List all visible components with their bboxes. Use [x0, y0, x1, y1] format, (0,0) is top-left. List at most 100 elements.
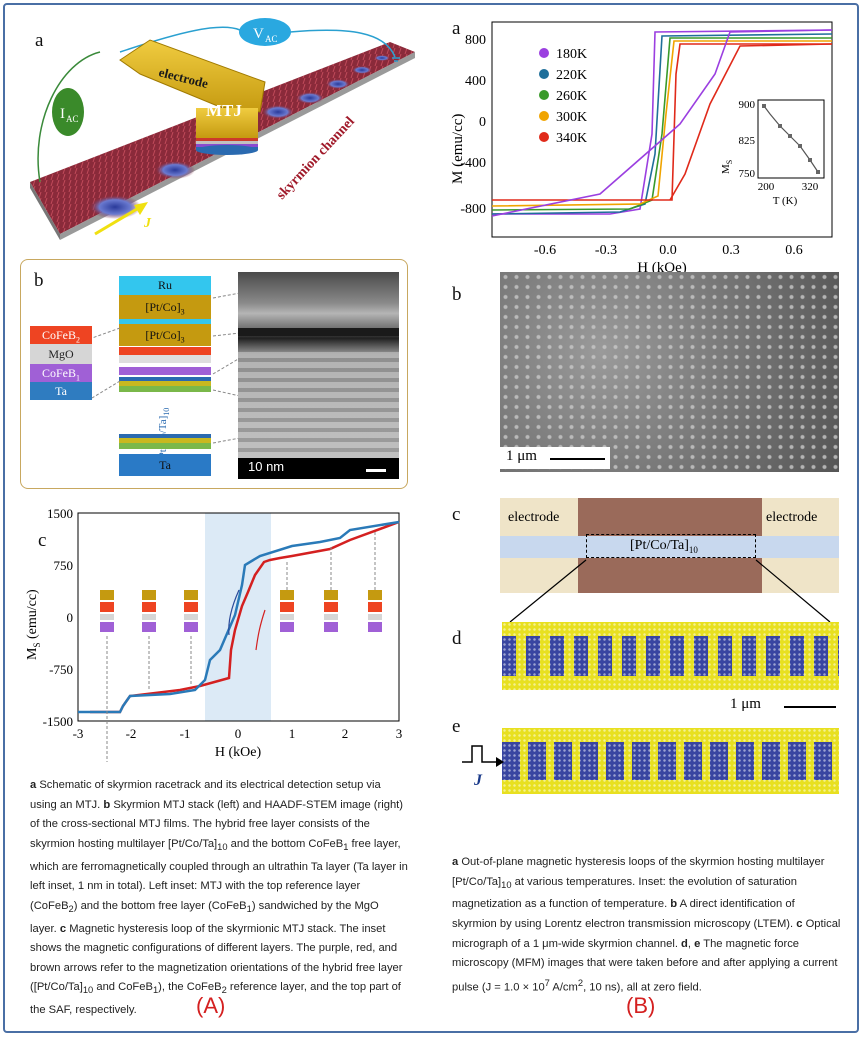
svg-text:750: 750 [739, 168, 756, 180]
legend: 180K 220K 260K 300K 340K [539, 47, 587, 146]
xtick: -3 [73, 726, 84, 741]
xtick: -2 [126, 726, 137, 741]
curve-300K [491, 40, 832, 207]
skyrmion [374, 55, 390, 61]
inset-ta: Ta [30, 382, 92, 400]
svg-text:320: 320 [802, 181, 819, 193]
figure-label-A: (A) [196, 993, 226, 1018]
caption-right: a Out-of-plane magnetic hysteresis loops… [452, 856, 841, 994]
channel-label: [Pt/Co/Ta]10 [630, 538, 698, 555]
ltem-scalebar [550, 458, 605, 460]
curve-180K [492, 29, 833, 215]
y-axis-label: MS (emu/cc) [25, 589, 42, 660]
xtick: -0.6 [534, 243, 556, 258]
legend-340K: 340K [556, 131, 587, 146]
xtick: 0.3 [722, 243, 740, 258]
stem-scalebar [366, 469, 386, 472]
xtick: 0.0 [659, 243, 677, 258]
layer-ptco-1: [Pt/Co]3 [119, 295, 211, 319]
zoom-lines [509, 559, 831, 623]
figure-label-B: (B) [626, 993, 656, 1018]
curve-340K-return [669, 43, 833, 201]
current-arrow [94, 204, 143, 236]
panel-label-b-b: b [452, 284, 462, 305]
electrode [119, 39, 266, 113]
xtick: 1 [289, 726, 296, 741]
skyrmion [326, 79, 350, 89]
figure-frame [3, 3, 859, 1033]
panel-label-b-c: c [452, 504, 461, 525]
current-pulse-icon [462, 745, 504, 767]
xtick: 0 [235, 726, 242, 741]
legend-260K: 260K [556, 89, 587, 104]
vac-bubble [239, 18, 291, 46]
xtick: 2 [342, 726, 349, 741]
panel-label-a: a [35, 30, 44, 51]
iac-wire [37, 51, 101, 183]
skyrmion [296, 92, 324, 104]
ltem-image: 1 μm [500, 272, 839, 472]
svg-text:T (K): T (K) [773, 195, 798, 207]
curve-260K [491, 37, 832, 211]
skyrmion-racetrack-schematic: V AC I AC electrode MTJ skyrmion channel… [30, 18, 415, 240]
curve-220K [491, 33, 833, 215]
temperature-hysteresis-chart: 800 400 0 -400 -800 -0.6 -0.3 0.0 0.3 0.… [450, 21, 833, 276]
panel-label-b-a: a [452, 18, 461, 39]
mtj-pillar [196, 108, 258, 138]
mtj-inset-stack: CoFeB2 MgO CoFeB1 Ta [30, 326, 92, 400]
xtick: -0.3 [595, 243, 617, 258]
vac-wire-right [289, 29, 396, 58]
mfm-after-image [502, 728, 839, 794]
ytick: 750 [54, 558, 74, 573]
curve-180K-return [491, 29, 833, 217]
layer-cofeb1-thin [119, 367, 211, 375]
skyrmion [89, 195, 141, 219]
mfm-scalebar [784, 706, 836, 708]
mtj-stack: Ru [Pt/Co]3 [Pt/Co]3 [Pt/Co/Ta]10 Ta [119, 276, 211, 476]
current-label: J [143, 216, 152, 231]
ms-vs-temperature-inset: 900 825 750 200 320 T (K) MS [720, 99, 825, 207]
svg-text:200: 200 [758, 181, 775, 193]
electrode-left-label: electrode [508, 510, 560, 525]
ytick: -750 [49, 662, 73, 677]
iac-sub: AC [66, 114, 79, 124]
layer-config-insets [100, 530, 382, 762]
ytick: 0 [479, 115, 486, 130]
electrode-right-label: electrode [766, 510, 818, 525]
x-axis-label: H (kOe) [215, 745, 262, 760]
blue-branch [78, 520, 400, 714]
panel-label-c: c [38, 530, 47, 551]
svg-text:MS: MS [720, 160, 734, 174]
channel-label: skyrmion channel [274, 114, 358, 203]
y-axis-label: M (emu/cc) [450, 114, 466, 184]
svg-text:825: 825 [739, 135, 756, 147]
layer-ptco-2: [Pt/Co]3 [119, 324, 211, 346]
curve-340K [492, 43, 832, 201]
xtick: 0.6 [785, 243, 803, 258]
layer-cofeb2-thin [119, 347, 211, 355]
iac-bubble [52, 88, 84, 136]
legend-220K: 220K [556, 68, 587, 83]
ytick: -800 [460, 202, 486, 217]
legend-180K: 180K [556, 47, 587, 62]
pulse-label: J [474, 772, 482, 789]
layer-ta: Ta [119, 454, 211, 476]
msat-hysteresis-chart: 1500 750 0 -750 -1500 -3 -2 -1 0 1 2 3 H… [25, 506, 403, 762]
ytick: 400 [465, 74, 486, 89]
iac-label: I [60, 106, 65, 122]
ytick: -1500 [43, 714, 73, 729]
xtick: -1 [180, 726, 191, 741]
panel-label-b-d: d [452, 628, 462, 649]
mfm-scalebar-label: 1 μm [730, 696, 761, 712]
vac-wire-left [119, 26, 241, 53]
ytick: 0 [67, 610, 74, 625]
ltem-scalebar-label: 1 μm [506, 448, 537, 464]
xtick: 3 [396, 726, 403, 741]
mfm-before-image [502, 622, 839, 690]
legend-300K: 300K [556, 110, 587, 125]
panel-label-b: b [34, 270, 44, 291]
layer-ru: Ru [119, 276, 211, 295]
stack-connector-arrows [91, 292, 241, 444]
skyrmion [352, 66, 372, 74]
stem-scalebar-label: 10 nm [248, 459, 285, 474]
